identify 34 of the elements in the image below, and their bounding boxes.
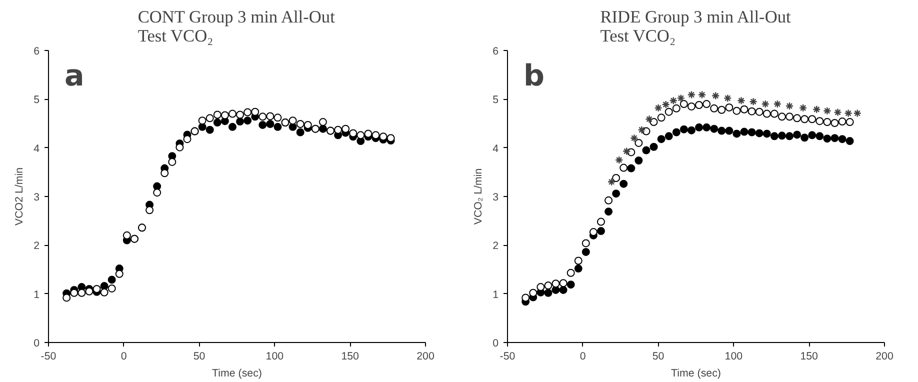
x-tick-label: 200 [876, 350, 894, 362]
y-tick-label: 1 [34, 288, 40, 301]
x-tick-label: 100 [266, 350, 284, 362]
chart-title: CONT Group 3 min All-Out Test VCO₂ [138, 8, 336, 46]
annotation: b [524, 58, 544, 92]
x-tick-label: 200 [416, 350, 434, 362]
x-axis-title: Time (sec) [671, 368, 721, 380]
y-tick-label: 3 [34, 192, 40, 204]
y-tick-label: 4 [492, 142, 499, 155]
x-tick-label: -50 [500, 350, 516, 362]
y-tick-label: 2 [492, 240, 499, 252]
x-tick-label: 150 [341, 350, 360, 362]
y-tick-label: 6 [492, 46, 499, 58]
x-tick-label: 100 [724, 350, 743, 362]
y-tick-label: 3 [492, 192, 499, 204]
x-axis-title: Time (sec) [212, 368, 262, 380]
x-tick-label: -50 [40, 350, 56, 362]
x-tick-label: 50 [652, 350, 664, 362]
y-tick-label: 2 [34, 240, 40, 252]
y-tick-label: 5 [492, 94, 499, 106]
x-tick-label: 0 [120, 350, 127, 362]
y-tick-label: 0 [492, 338, 499, 350]
chart-title: RIDE Group 3 min All-Out Test VCO₂ [600, 8, 792, 46]
y-tick-label: 4 [34, 142, 40, 155]
y-tick-label: 1 [492, 288, 499, 301]
x-tick-label: 50 [193, 350, 206, 362]
y-tick-label: 6 [34, 46, 40, 58]
x-tick-label: 0 [580, 350, 586, 362]
annotation: a [64, 58, 84, 92]
y-axis-title: VCO₂ L/min [472, 168, 485, 225]
y-tick-label: 0 [34, 338, 40, 350]
x-tick-label: 150 [800, 350, 818, 362]
y-axis-title: VCO2 L/min [14, 167, 26, 226]
y-tick-label: 5 [34, 94, 40, 106]
